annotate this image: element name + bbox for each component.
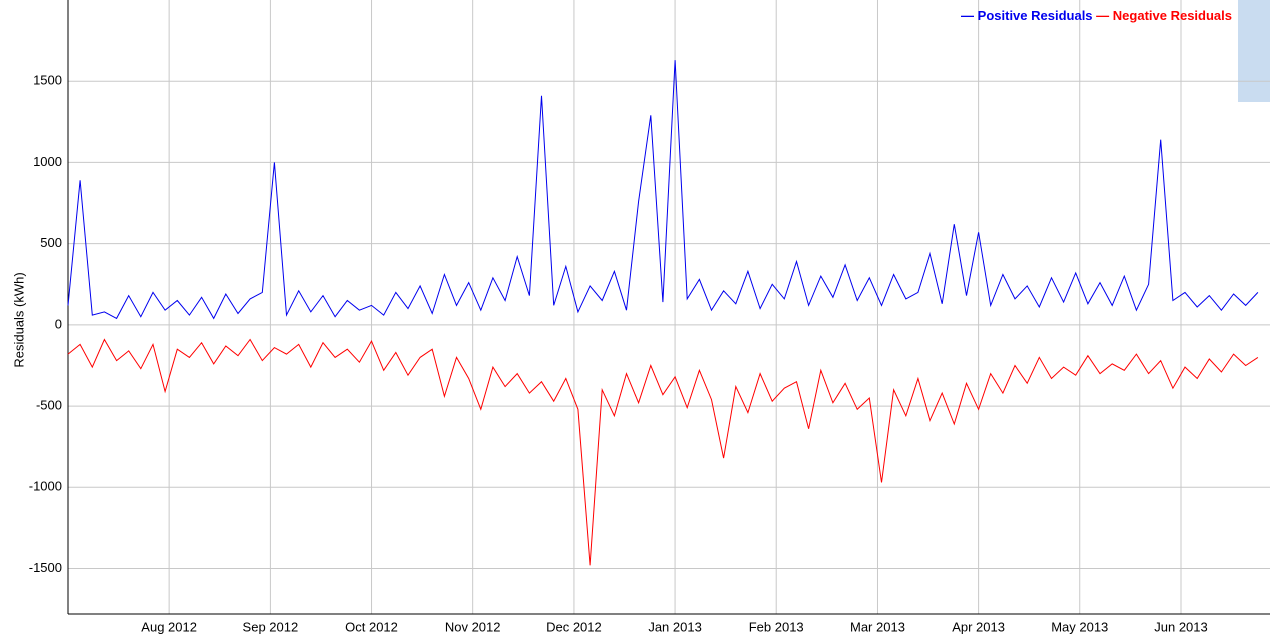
x-tick-label: Jan 2013 — [648, 619, 702, 634]
legend-swatch: — — [961, 8, 978, 23]
x-tick-label: Dec 2012 — [546, 619, 602, 634]
legend: — Positive Residuals — Negative Residual… — [961, 8, 1232, 23]
y-axis-label: Residuals (kWh) — [11, 272, 26, 367]
x-tick-label: Apr 2013 — [952, 619, 1005, 634]
y-tick-label: 500 — [40, 235, 62, 250]
y-tick-label: 1500 — [33, 73, 62, 88]
y-tick-label: -1500 — [29, 560, 62, 575]
y-tick-label: -1000 — [29, 479, 62, 494]
x-tick-label: Nov 2012 — [445, 619, 501, 634]
series-line — [67, 60, 1259, 320]
legend-swatch: — — [1093, 8, 1113, 23]
series-line — [67, 338, 1259, 566]
x-tick-label: Sep 2012 — [243, 619, 299, 634]
x-tick-label: Mar 2013 — [850, 619, 905, 634]
y-tick-label: -500 — [36, 398, 62, 413]
y-tick-label: 1000 — [33, 154, 62, 169]
x-tick-label: Oct 2012 — [345, 619, 398, 634]
x-tick-label: Feb 2013 — [749, 619, 804, 634]
x-tick-label: Aug 2012 — [141, 619, 197, 634]
x-tick-label: May 2013 — [1051, 619, 1108, 634]
range-selector[interactable] — [1238, 0, 1270, 102]
legend-label: Positive Residuals — [978, 8, 1093, 23]
y-tick-label: 0 — [55, 316, 62, 331]
x-tick-label: Jun 2013 — [1154, 619, 1208, 634]
legend-label: Negative Residuals — [1113, 8, 1232, 23]
